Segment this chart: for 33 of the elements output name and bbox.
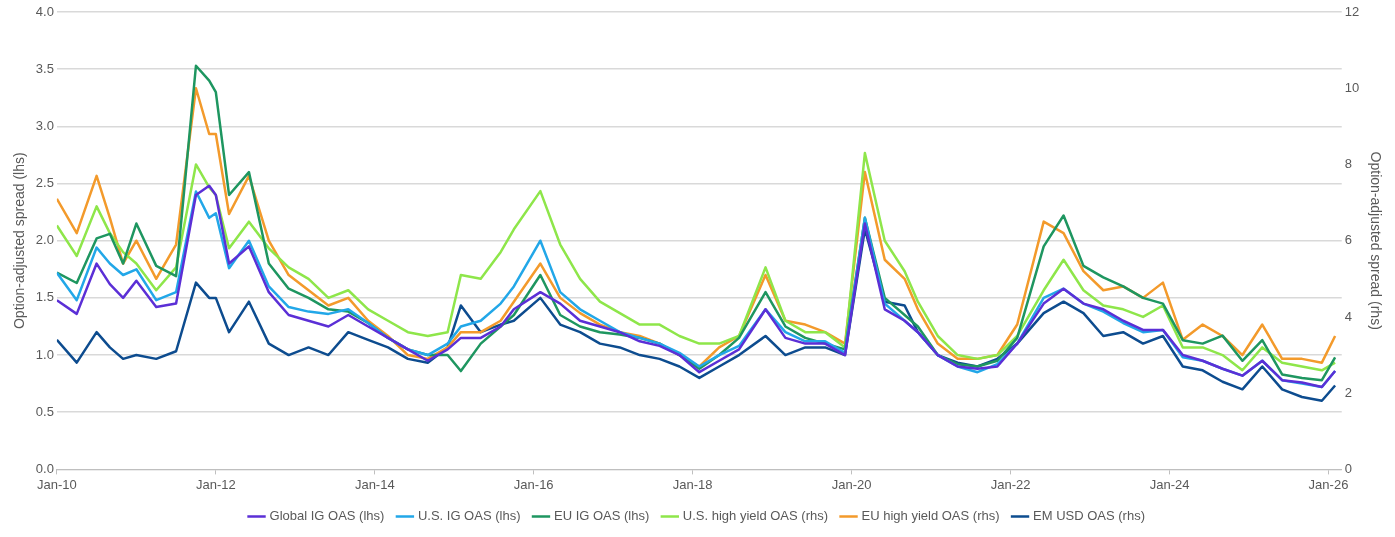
y2-tick-label: 2	[1344, 384, 1352, 400]
legend-label: U.S. IG OAS (lhs)	[417, 508, 521, 524]
y-axis-title: Option-adjusted spread (lhs)	[11, 152, 28, 330]
y2-tick-label: 6	[1344, 232, 1352, 248]
legend-label: U.S. high yield OAS (rhs)	[682, 508, 829, 524]
y2-axis-title: Option-adjusted spread (rhs)	[1367, 151, 1384, 330]
legend-label: Global IG OAS (lhs)	[269, 508, 385, 524]
y-tick-label: 2.5	[35, 175, 54, 191]
y-tick-label: 3.0	[35, 117, 54, 133]
x-tick-label: Jan-26	[1308, 476, 1349, 492]
x-tick-label: Jan-12	[195, 476, 236, 492]
y2-tick-label: 10	[1344, 79, 1360, 95]
x-tick-label: Jan-20	[831, 476, 872, 492]
y-tick-label: 2.0	[35, 232, 54, 248]
x-tick-label: Jan-10	[37, 476, 77, 492]
y2-tick-label: 12	[1344, 3, 1360, 19]
legend-label: EM USD OAS (rhs)	[1033, 508, 1145, 524]
y-tick-label: 1.0	[35, 346, 54, 362]
y2-tick-label: 0	[1344, 460, 1352, 476]
y-tick-label: 4.0	[35, 3, 54, 19]
y-tick-label: 3.5	[35, 60, 54, 76]
x-tick-label: Jan-24	[1149, 476, 1190, 492]
legend-label: EU high yield OAS (rhs)	[861, 508, 1000, 524]
y2-tick-label: 4	[1344, 308, 1352, 324]
x-tick-label: Jan-16	[513, 476, 554, 492]
legend-label: EU IG OAS (lhs)	[553, 508, 650, 524]
y-tick-label: 1.5	[35, 289, 54, 305]
y-tick-label: 0.5	[35, 403, 54, 419]
y2-tick-label: 8	[1344, 156, 1352, 172]
x-tick-label: Jan-14	[354, 476, 395, 492]
x-tick-label: Jan-22	[990, 476, 1031, 492]
y-tick-label: 0.0	[35, 460, 54, 476]
x-tick-label: Jan-18	[672, 476, 713, 492]
